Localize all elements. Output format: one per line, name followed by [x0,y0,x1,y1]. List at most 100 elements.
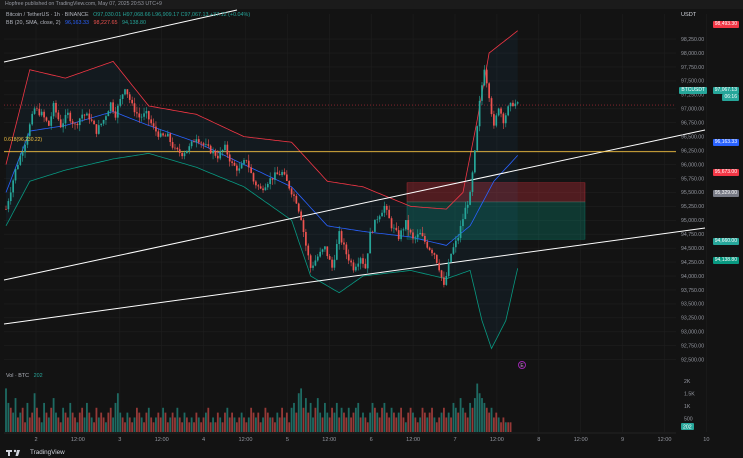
symbol-header[interactable]: Bitcoin / TetherUS · 1h · BINANCE O97,03… [6,12,253,19]
candle-body [155,126,157,132]
volume-bar [126,412,129,432]
candle-body [195,139,198,143]
candle-body [483,69,486,86]
bb-legend[interactable]: BB (20, SMA, close, 2) 96,163.33 98,227.… [6,20,149,27]
horizontal-lines[interactable] [4,104,676,153]
volume-bar [95,407,98,432]
candle-body [509,102,512,107]
candle-body [247,160,250,168]
price-tick-label: 94,750.00 [681,232,704,238]
candle-body [131,99,133,104]
time-tick-label: 12:00 [71,437,85,443]
price-axis[interactable]: 98,250.00 98,000.00 97,750.00 97,500.00 97,2… [681,37,704,364]
bb-upper-value: 98,227.65 [93,20,118,26]
top-price-tag: 98,493.30 [712,21,739,28]
candle-body [214,150,217,156]
volume-bar [71,412,74,432]
candle-body [128,94,131,100]
price-tick-label: 96,000.00 [681,162,704,168]
volume-bar [421,407,424,432]
volume-bar [333,412,336,432]
candle-body [278,174,281,176]
bb-lower-value: 94,138.80 [122,20,146,26]
symbol-title[interactable]: Bitcoin / TetherUS · 1h · BINANCE [6,12,89,18]
candle-body [7,201,10,210]
volume-bar [383,402,386,432]
channel-middle-line [3,129,706,281]
volume-bar [188,422,191,432]
time-axis[interactable]: 2 12:00 3 12:00 4 12:00 5 12:00 6 12:00 7 12:00 8 12:… [4,432,710,443]
candle-body [240,163,243,169]
candle-body [419,232,421,235]
candle-body [157,131,160,137]
volume-bar [105,422,107,432]
candle-body [36,108,38,110]
volume-bar [14,398,17,432]
candle-body [255,181,257,186]
volume-bar [81,407,84,432]
volume-bar [133,417,136,432]
volume-bar [164,412,167,432]
volume-bar [43,402,45,432]
volume-bar [66,417,69,432]
candle-body [293,194,295,196]
candle-body [378,216,381,220]
volume-bar [64,412,67,432]
candle-body [326,246,329,257]
candle-body [97,125,100,134]
candle-body [462,219,464,227]
candle-body [474,150,476,173]
candle-body [5,209,7,210]
volume-bar [212,417,214,432]
candle-body [174,147,176,149]
current-price-tag: 97,067.13 [712,87,739,94]
candle-body [350,260,352,263]
volume-bar [121,417,124,432]
volume-legend[interactable]: Vol · BTC 202 [6,373,46,380]
candle-body [488,83,490,99]
candle-body [366,253,369,269]
volume-bar [31,412,34,432]
candle-body [86,113,88,116]
price-tick-label: 97,500.00 [681,79,704,85]
volume-bar [462,407,464,432]
candle-body [69,112,72,122]
volume-bar [86,402,88,432]
candle-body [295,195,298,204]
volume-bar [331,407,333,432]
volume-bar [100,412,103,432]
currency-label[interactable]: USDT [681,12,697,18]
price-tick-label: 94,000.00 [681,274,704,280]
volume-bar [233,417,236,432]
candle-body [402,229,405,231]
volume-bar [62,407,65,432]
tradingview-logo-icon[interactable] [6,449,28,456]
volume-bar [26,402,29,432]
volume-bar [452,402,455,432]
volume-axis: 2K 1.5K 1K 500 202 [681,379,695,430]
volume-bar [57,417,60,432]
candle-body [257,185,260,187]
volume-bar [150,417,153,432]
volume-bar [321,417,324,432]
volume-bar [457,412,460,432]
candle-body [512,102,514,107]
candle-body [357,263,360,267]
candle-body [171,142,174,148]
volume-bar [255,417,257,432]
volume-bar [171,412,174,432]
price-tick-label: 94,250.00 [681,260,704,266]
volume-bar [464,412,467,432]
volume-bar [364,417,367,432]
earnings-marker[interactable]: E [518,361,526,369]
volume-bar [476,383,479,432]
candle-body [340,231,343,243]
volume-bar [116,393,119,432]
candle-body [428,247,431,250]
trend-channel-lines[interactable] [3,9,706,325]
candle-body [140,116,143,118]
position-zones[interactable] [406,182,586,240]
candle-body [178,149,181,153]
candle-body [424,235,426,242]
